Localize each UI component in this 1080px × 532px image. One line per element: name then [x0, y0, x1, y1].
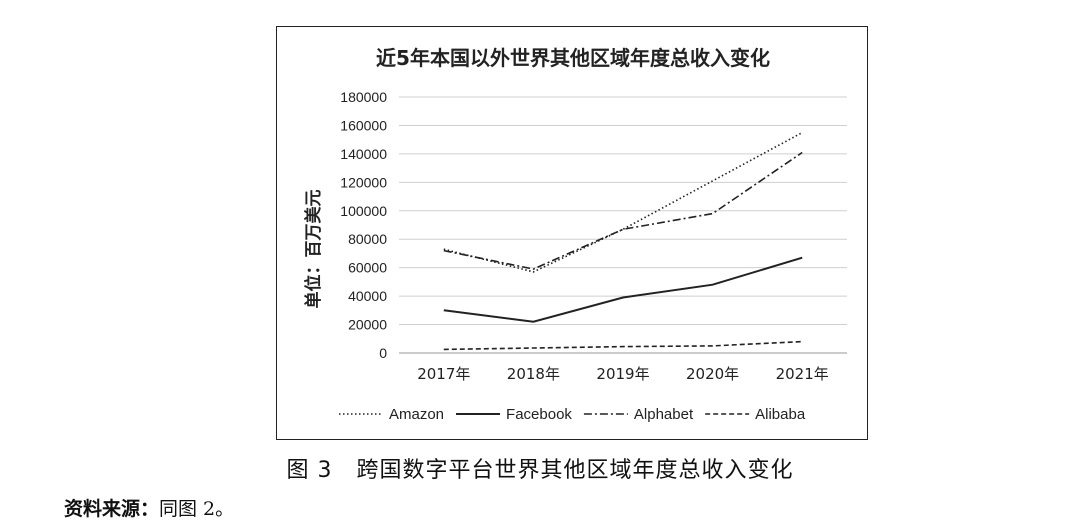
y-tick-label: 40000	[348, 288, 387, 304]
chart-title: 近5年本国以外世界其他区域年度总收入变化	[376, 46, 770, 70]
y-tick-label: 140000	[340, 146, 387, 162]
legend-label-alibaba: Alibaba	[755, 406, 806, 423]
x-tick-label: 2017年	[417, 365, 470, 383]
series-line-alibaba	[443, 340, 803, 351]
series-layer	[443, 131, 803, 351]
legend-label-facebook: Facebook	[506, 406, 572, 423]
x-tick-label: 2019年	[596, 365, 649, 383]
legend: Amazon Facebook Alphabet Alibaba	[339, 406, 806, 423]
y-tick-label: 60000	[348, 260, 387, 276]
x-tick-label: 2018年	[507, 365, 560, 383]
y-axis-label: 单位：百万美元	[303, 190, 324, 309]
y-tick-label: 120000	[340, 174, 387, 190]
x-tick-label: 2020年	[686, 365, 739, 383]
series-line-facebook	[443, 256, 803, 323]
figure-title: 跨国数字平台世界其他区域年度总收入变化	[356, 458, 794, 483]
chart-frame: 近5年本国以外世界其他区域年度总收入变化 单位：百万美元 0 20000 40000…	[276, 26, 868, 440]
x-tick-labels: 2017年 2018年 2019年 2020年 2021年	[417, 365, 829, 383]
y-tick-labels: 0 20000 40000 60000 80000 100000 120000 140000 1…	[340, 89, 387, 361]
line-chart: 近5年本国以外世界其他区域年度总收入变化 单位：百万美元 0 20000 40000…	[303, 46, 847, 423]
figure-number: 图 3	[286, 458, 333, 483]
source-note: 资料来源：同图 2。	[64, 494, 234, 521]
grid-layer	[399, 96, 847, 354]
y-tick-label: 180000	[340, 89, 387, 105]
legend-label-amazon: Amazon	[389, 406, 444, 423]
y-tick-label: 100000	[340, 203, 387, 219]
figure-caption: 图 3 跨国数字平台世界其他区域年度总收入变化	[0, 452, 1080, 484]
series-line-alphabet	[443, 151, 803, 270]
y-tick-label: 160000	[340, 117, 387, 133]
y-tick-label: 20000	[348, 317, 387, 333]
y-tick-label: 0	[379, 345, 387, 361]
x-tick-label: 2021年	[776, 365, 829, 383]
y-tick-label: 80000	[348, 231, 387, 247]
legend-label-alphabet: Alphabet	[634, 406, 694, 423]
source-text: 同图 2。	[159, 498, 235, 520]
source-label: 资料来源：	[64, 498, 160, 520]
